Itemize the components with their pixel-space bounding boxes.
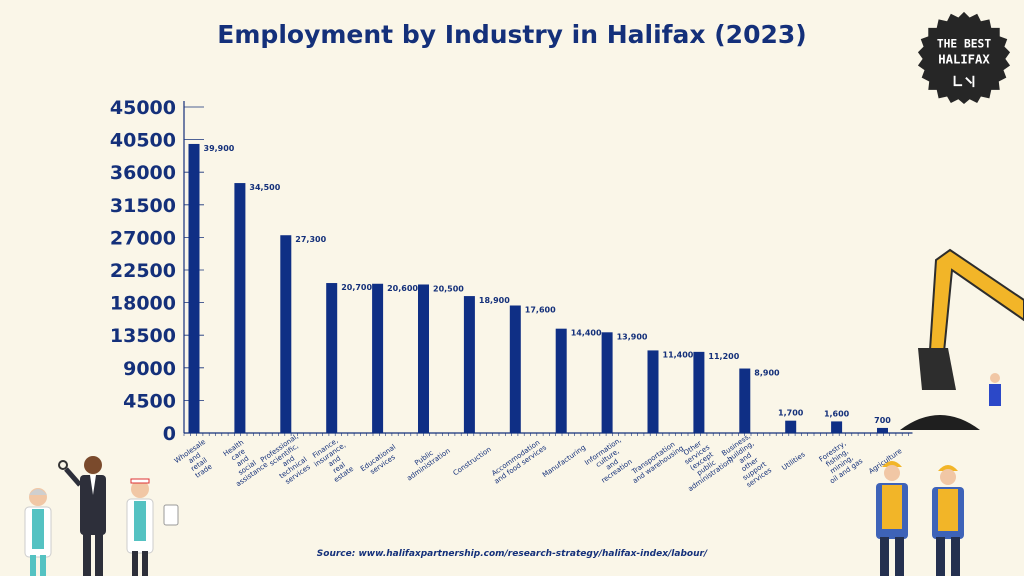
badge-seal-icon bbox=[917, 11, 1011, 104]
badge-line-2: HALIFAX bbox=[938, 53, 990, 67]
bar-value-label: 8,900 bbox=[754, 369, 780, 378]
worker-small-icon bbox=[989, 373, 1001, 406]
x-category-label: Forestry,fishing,mining,oil and gas bbox=[818, 439, 865, 485]
y-tick-label: 36000 bbox=[110, 162, 176, 184]
worker-male-icon bbox=[876, 461, 908, 576]
doctor-elder-icon bbox=[24, 488, 52, 576]
bar bbox=[601, 332, 613, 433]
bar-value-label: 700 bbox=[874, 416, 891, 425]
bar bbox=[877, 427, 888, 433]
excavator-bucket-icon bbox=[918, 348, 956, 390]
bar-value-label: 20,600 bbox=[387, 284, 418, 293]
bar bbox=[372, 283, 384, 433]
bar-value-label: 20,500 bbox=[433, 284, 464, 293]
x-category-label: Utilities bbox=[780, 450, 806, 472]
badge-mark-icon bbox=[953, 75, 975, 88]
bar bbox=[785, 420, 797, 433]
bar bbox=[555, 328, 567, 433]
bar bbox=[234, 183, 246, 433]
x-category-label: Business,building,andothersupportservice… bbox=[720, 432, 773, 489]
bar bbox=[188, 143, 200, 434]
construction-workers-illustration bbox=[876, 461, 964, 576]
badge-line-1: THE BEST bbox=[937, 38, 991, 51]
y-tick-label: 22500 bbox=[110, 260, 176, 282]
bar bbox=[463, 296, 475, 433]
bar-value-label: 11,400 bbox=[663, 350, 694, 359]
x-category-label-line: Manufacturing bbox=[541, 444, 587, 480]
x-category-label: Professional,scientific,andtechnicalserv… bbox=[259, 432, 312, 486]
y-tick-label: 31500 bbox=[110, 195, 176, 217]
brand-badge: THE BEST HALIFAX bbox=[917, 11, 1011, 104]
y-tick-label: 27000 bbox=[110, 227, 176, 249]
bar-value-label: 13,900 bbox=[617, 332, 648, 341]
x-category-label: Manufacturing bbox=[541, 444, 587, 480]
chart-title: Employment by Industry in Halifax (2023) bbox=[217, 20, 807, 49]
worker-female-icon bbox=[932, 465, 964, 576]
y-tick-label: 0 bbox=[163, 423, 176, 445]
bar bbox=[831, 421, 843, 433]
bar-value-label: 1,600 bbox=[824, 409, 850, 418]
excavator-arm-icon bbox=[928, 248, 1024, 354]
bar-value-label: 14,400 bbox=[571, 329, 602, 338]
medical-staff-illustration bbox=[24, 456, 179, 576]
bar-value-label: 18,900 bbox=[479, 296, 510, 305]
y-tick-label: 45000 bbox=[110, 97, 176, 119]
source-note: Source: www.halifaxpartnership.com/resea… bbox=[316, 549, 708, 559]
y-tick-label: 9000 bbox=[123, 358, 176, 380]
bar-value-label: 17,600 bbox=[525, 305, 556, 314]
x-category-label: Construction bbox=[452, 445, 493, 477]
bar-value-label: 20,700 bbox=[341, 283, 372, 292]
x-category-label-line: Utilities bbox=[780, 450, 806, 472]
y-tick-label: 4500 bbox=[123, 390, 176, 412]
bar bbox=[509, 305, 521, 433]
bar bbox=[739, 368, 751, 433]
bar-value-label: 34,500 bbox=[249, 183, 280, 192]
bar bbox=[418, 284, 429, 433]
businessman-icon bbox=[58, 456, 106, 576]
bar-value-label: 1,700 bbox=[778, 409, 804, 418]
bar-value-label: 39,900 bbox=[204, 144, 235, 153]
x-category-label-line: Construction bbox=[452, 445, 493, 477]
bar-value-label: 11,200 bbox=[708, 352, 739, 361]
bar bbox=[647, 350, 659, 433]
bar bbox=[693, 351, 705, 433]
y-tick-label: 13500 bbox=[110, 325, 176, 347]
y-tick-label: 18000 bbox=[110, 293, 176, 315]
y-tick-label: 40500 bbox=[110, 130, 176, 152]
excavator-illustration bbox=[900, 248, 1024, 430]
x-category-label: Otherservices(exceptpublicadministration… bbox=[682, 439, 735, 493]
bar-value-label: 27,300 bbox=[295, 235, 326, 244]
nurse-icon bbox=[126, 478, 179, 576]
bar bbox=[280, 235, 292, 433]
bar bbox=[326, 283, 338, 433]
